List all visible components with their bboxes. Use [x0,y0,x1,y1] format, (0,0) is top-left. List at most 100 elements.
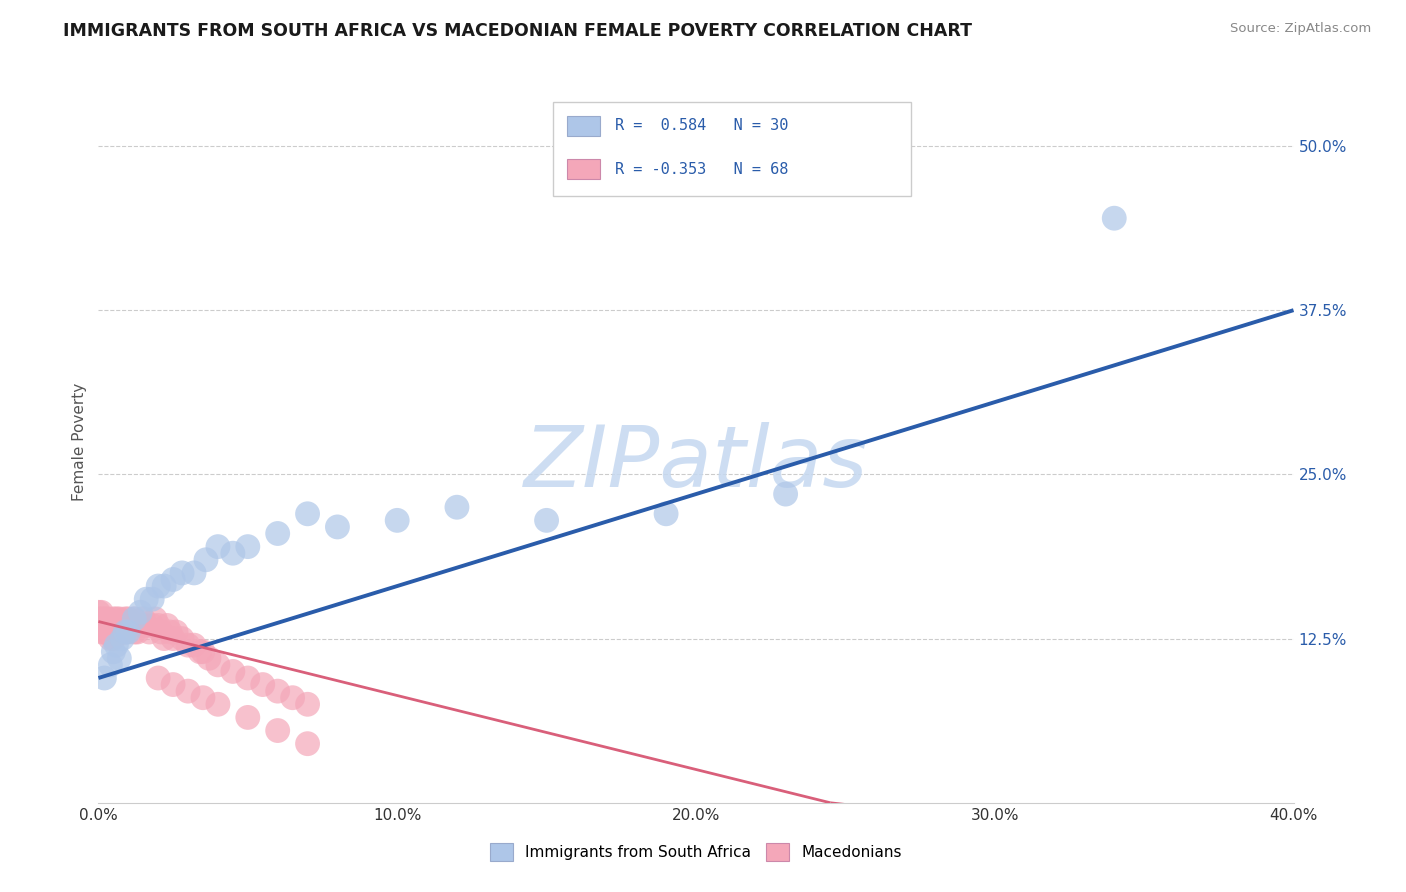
Text: ZIPatlas: ZIPatlas [524,422,868,505]
Point [124,612,146,626]
Point [117,612,139,626]
Point [103,612,125,626]
Point [222,665,245,679]
FancyBboxPatch shape [553,102,911,196]
Point [98,657,122,672]
Point [222,546,245,560]
Point [93,618,115,632]
Bar [567,159,600,179]
Point [108,625,131,640]
Point [198,651,221,665]
Point [129,618,152,632]
Point [148,618,170,632]
Point [108,612,131,626]
Point [141,592,163,607]
Point [124,625,146,640]
Point [111,632,134,646]
Point [93,671,115,685]
Point [124,612,146,626]
Point [326,520,349,534]
Point [150,625,173,640]
Point [267,526,290,541]
Point [114,625,136,640]
Point [236,540,259,554]
Point [207,657,229,672]
Point [775,487,797,501]
Point [105,618,128,632]
Point [153,632,176,646]
Point [148,579,170,593]
Point [87,605,110,619]
Point [385,513,409,527]
Point [111,618,134,632]
Point [183,638,205,652]
Point [195,553,218,567]
Point [96,618,118,632]
Point [96,625,118,640]
Point [111,625,134,640]
Point [191,690,214,705]
Point [114,625,136,640]
Point [141,618,163,632]
Point [132,612,155,626]
Point [207,698,229,712]
Point [162,677,184,691]
Point [159,625,181,640]
Point [267,723,290,738]
Point [172,632,194,646]
Point [236,710,259,724]
Text: R =  0.584   N = 30: R = 0.584 N = 30 [614,119,789,133]
Point [87,618,110,632]
Point [172,566,194,580]
Point [135,592,157,607]
Point [177,684,200,698]
Point [103,632,125,646]
Point [105,612,128,626]
Point [93,625,115,640]
Point [297,507,319,521]
Point [103,625,125,640]
Y-axis label: Female Poverty: Female Poverty [72,383,87,500]
Point [90,618,112,632]
Point [135,618,157,632]
Point [191,645,214,659]
Legend: Immigrants from South Africa, Macedonians: Immigrants from South Africa, Macedonian… [484,837,908,867]
Point [153,579,176,593]
Point [162,573,184,587]
Point [138,625,160,640]
Point [117,618,139,632]
Point [98,618,122,632]
Point [108,651,131,665]
Point [252,677,274,691]
Bar [567,116,600,136]
Point [96,612,118,626]
Point [297,737,319,751]
Point [114,612,136,626]
Text: R = -0.353   N = 68: R = -0.353 N = 68 [614,161,789,177]
Point [129,605,152,619]
Point [188,645,211,659]
Point [105,625,128,640]
Point [297,698,319,712]
Point [207,540,229,554]
Point [120,618,142,632]
Point [162,632,184,646]
Point [236,671,259,685]
Point [87,612,110,626]
Point [90,605,112,619]
Point [108,618,131,632]
Point [156,618,179,632]
Point [267,684,290,698]
Point [127,625,149,640]
Point [105,638,128,652]
Point [177,638,200,652]
Point [117,625,139,640]
Text: Source: ZipAtlas.com: Source: ZipAtlas.com [1230,22,1371,36]
Point [183,566,205,580]
Point [90,625,112,640]
Point [93,612,115,626]
Point [148,671,170,685]
Text: IMMIGRANTS FROM SOUTH AFRICA VS MACEDONIAN FEMALE POVERTY CORRELATION CHART: IMMIGRANTS FROM SOUTH AFRICA VS MACEDONI… [63,22,973,40]
Point [103,645,125,659]
Point [536,513,558,527]
